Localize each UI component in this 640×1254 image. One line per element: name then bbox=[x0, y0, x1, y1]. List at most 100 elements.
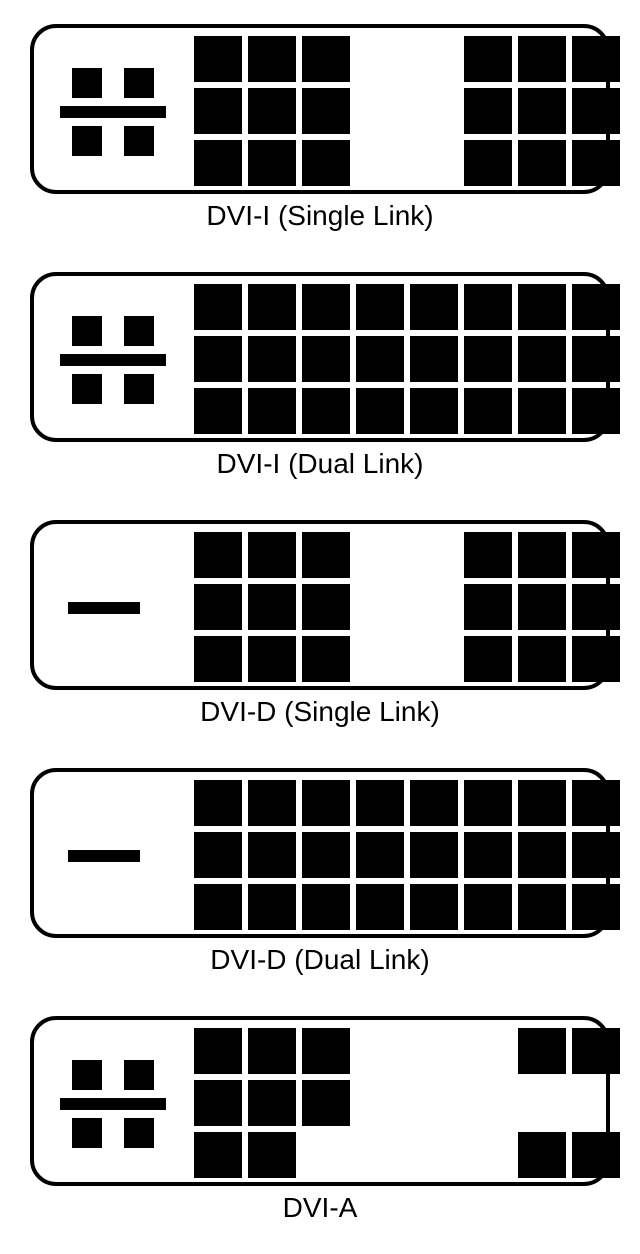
pin-r1-c1 bbox=[248, 584, 296, 630]
pin-r2-c6 bbox=[518, 636, 566, 682]
pin-r0-c1 bbox=[248, 36, 296, 82]
pin-r2-c5 bbox=[464, 388, 512, 434]
pin-r0-c1 bbox=[248, 1028, 296, 1074]
pin-r1-c6 bbox=[518, 584, 566, 630]
connector-label: DVI-A bbox=[0, 1192, 640, 1224]
pin-r2-c0 bbox=[194, 636, 242, 682]
pin-r1-c1 bbox=[248, 1080, 296, 1126]
pin-r0-c1 bbox=[248, 780, 296, 826]
analog-dot-0 bbox=[72, 68, 102, 98]
pin-r1-c7 bbox=[572, 88, 620, 134]
pin-r1-c6 bbox=[518, 88, 566, 134]
pin-r0-c6 bbox=[518, 532, 566, 578]
pin-r2-c0 bbox=[194, 884, 242, 930]
pin-r2-c4 bbox=[410, 884, 458, 930]
pin-r1-c2 bbox=[302, 336, 350, 382]
pin-r0-c5 bbox=[464, 780, 512, 826]
pin-r0-c4 bbox=[410, 780, 458, 826]
pin-r2-c2 bbox=[302, 884, 350, 930]
connector-shell bbox=[30, 520, 610, 690]
analog-dot-3 bbox=[124, 374, 154, 404]
pin-r2-c7 bbox=[572, 884, 620, 930]
connector-item-dvi-i-dual: DVI-I (Dual Link) bbox=[0, 272, 640, 480]
analog-dot-2 bbox=[72, 1118, 102, 1148]
connector-item-dvi-a: DVI-A bbox=[0, 1016, 640, 1224]
analog-dot-3 bbox=[124, 126, 154, 156]
pin-r2-c1 bbox=[248, 140, 296, 186]
pin-r1-c0 bbox=[194, 584, 242, 630]
pin-r0-c1 bbox=[248, 284, 296, 330]
digital-blade bbox=[68, 850, 140, 862]
pin-r0-c5 bbox=[464, 532, 512, 578]
pin-r0-c3 bbox=[356, 780, 404, 826]
connector-shell bbox=[30, 768, 610, 938]
pin-r1-c0 bbox=[194, 336, 242, 382]
pin-r0-c3 bbox=[356, 284, 404, 330]
pin-r1-c7 bbox=[572, 336, 620, 382]
pin-r1-c0 bbox=[194, 1080, 242, 1126]
connector-item-dvi-d-single: DVI-D (Single Link) bbox=[0, 520, 640, 728]
analog-dot-1 bbox=[124, 68, 154, 98]
pin-r1-c2 bbox=[302, 1080, 350, 1126]
dvi-connector-diagram: DVI-I (Single Link) DVI-I (Dual Link) DVI-… bbox=[0, 0, 640, 1254]
pin-r1-c0 bbox=[194, 88, 242, 134]
pin-r0-c2 bbox=[302, 780, 350, 826]
pin-r0-c1 bbox=[248, 532, 296, 578]
analog-dot-3 bbox=[124, 1118, 154, 1148]
analog-dot-2 bbox=[72, 126, 102, 156]
pin-r2-c5 bbox=[464, 884, 512, 930]
pin-r0-c5 bbox=[464, 284, 512, 330]
pin-r0-c2 bbox=[302, 1028, 350, 1074]
pin-r0-c7 bbox=[572, 284, 620, 330]
analog-dot-0 bbox=[72, 316, 102, 346]
pin-r2-c1 bbox=[248, 636, 296, 682]
pin-r1-c2 bbox=[302, 832, 350, 878]
pin-r0-c2 bbox=[302, 36, 350, 82]
analog-blade bbox=[60, 106, 166, 118]
pin-r1-c1 bbox=[248, 336, 296, 382]
pin-r0-c7 bbox=[572, 36, 620, 82]
pin-r2-c0 bbox=[194, 1132, 242, 1178]
pin-r0-c4 bbox=[410, 284, 458, 330]
pin-r1-c5 bbox=[464, 584, 512, 630]
connector-item-dvi-i-single: DVI-I (Single Link) bbox=[0, 24, 640, 232]
connector-label: DVI-I (Dual Link) bbox=[0, 448, 640, 480]
pin-r0-c6 bbox=[518, 36, 566, 82]
pin-r1-c1 bbox=[248, 832, 296, 878]
pin-r2-c3 bbox=[356, 884, 404, 930]
digital-blade bbox=[68, 602, 140, 614]
pin-r1-c5 bbox=[464, 88, 512, 134]
pin-r0-c6 bbox=[518, 284, 566, 330]
pin-r0-c0 bbox=[194, 36, 242, 82]
pin-r0-c2 bbox=[302, 532, 350, 578]
analog-dot-0 bbox=[72, 1060, 102, 1090]
pin-r2-c6 bbox=[518, 388, 566, 434]
pin-r1-c3 bbox=[356, 832, 404, 878]
analog-blade bbox=[60, 354, 166, 366]
pin-r2-c3 bbox=[356, 388, 404, 434]
pin-r2-c2 bbox=[302, 140, 350, 186]
pin-r2-c7 bbox=[572, 636, 620, 682]
pin-r0-c0 bbox=[194, 284, 242, 330]
pin-r2-c7 bbox=[572, 388, 620, 434]
connector-label: DVI-D (Dual Link) bbox=[0, 944, 640, 976]
pin-r1-c2 bbox=[302, 584, 350, 630]
pin-r2-c6 bbox=[518, 1132, 566, 1178]
connector-shell bbox=[30, 1016, 610, 1186]
pin-r2-c1 bbox=[248, 884, 296, 930]
pin-r0-c0 bbox=[194, 1028, 242, 1074]
pin-r2-c5 bbox=[464, 636, 512, 682]
connector-label: DVI-I (Single Link) bbox=[0, 200, 640, 232]
pin-r1-c6 bbox=[518, 336, 566, 382]
pin-r1-c5 bbox=[464, 336, 512, 382]
pin-r2-c7 bbox=[572, 140, 620, 186]
pin-r1-c1 bbox=[248, 88, 296, 134]
pin-r1-c6 bbox=[518, 832, 566, 878]
pin-r2-c7 bbox=[572, 1132, 620, 1178]
pin-r2-c0 bbox=[194, 140, 242, 186]
pin-r1-c4 bbox=[410, 336, 458, 382]
pin-r2-c4 bbox=[410, 388, 458, 434]
analog-dot-2 bbox=[72, 374, 102, 404]
pin-r1-c0 bbox=[194, 832, 242, 878]
pin-r1-c3 bbox=[356, 336, 404, 382]
